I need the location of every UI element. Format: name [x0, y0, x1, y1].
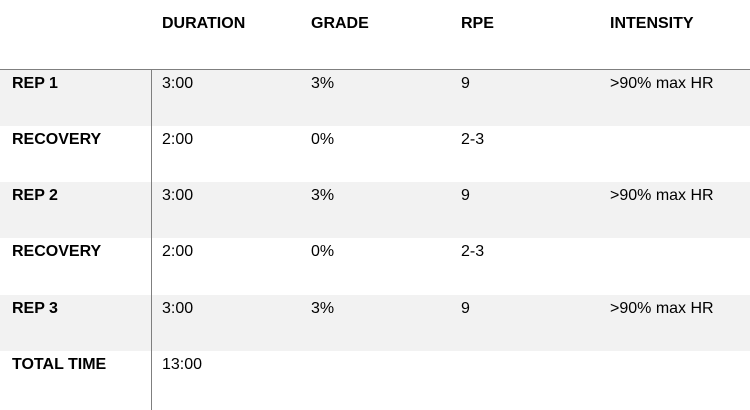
- header-rpe: RPE: [461, 15, 494, 32]
- rpe-cell: 9: [461, 75, 470, 92]
- intensity-cell: >90% max HR: [610, 75, 714, 92]
- intensity-cell: >90% max HR: [610, 300, 714, 317]
- duration-cell: 2:00: [162, 243, 194, 260]
- row-label: REP 2: [12, 187, 58, 204]
- duration-cell: 3:00: [162, 75, 194, 92]
- table-row: REP 3 3:00 3% 9 >90% max HR: [0, 295, 750, 351]
- header-grade: GRADE: [311, 15, 369, 32]
- table-row-total: TOTAL TIME 13:00: [0, 351, 750, 407]
- grade-cell: 3%: [311, 187, 335, 204]
- table-row: RECOVERY 2:00 0% 2-3: [0, 126, 750, 182]
- rpe-cell: 9: [461, 187, 470, 204]
- grade-cell: 0%: [311, 131, 335, 148]
- grade-cell: 3%: [311, 75, 335, 92]
- table-row: RECOVERY 2:00 0% 2-3: [0, 238, 750, 294]
- row-label: RECOVERY: [12, 243, 102, 260]
- label-column-divider: [151, 70, 152, 410]
- duration-cell: 2:00: [162, 131, 194, 148]
- header-intensity: INTENSITY: [610, 15, 694, 32]
- rpe-cell: 2-3: [461, 243, 485, 260]
- grade-cell: 0%: [311, 243, 335, 260]
- grade-cell: 3%: [311, 300, 335, 317]
- rpe-cell: 2-3: [461, 131, 485, 148]
- duration-cell: 13:00: [162, 356, 203, 373]
- rpe-cell: 9: [461, 300, 470, 317]
- header-divider: [0, 69, 750, 70]
- table-row: REP 2 3:00 3% 9 >90% max HR: [0, 182, 750, 238]
- row-label: REP 1: [12, 75, 58, 92]
- row-label: REP 3: [12, 300, 58, 317]
- duration-cell: 3:00: [162, 187, 194, 204]
- row-label: RECOVERY: [12, 131, 102, 148]
- header-row: DURATION GRADE RPE INTENSITY: [0, 0, 750, 69]
- header-duration: DURATION: [162, 15, 246, 32]
- table-row: REP 1 3:00 3% 9 >90% max HR: [0, 70, 750, 126]
- row-label: TOTAL TIME: [12, 356, 107, 373]
- duration-cell: 3:00: [162, 300, 194, 317]
- intensity-cell: >90% max HR: [610, 187, 714, 204]
